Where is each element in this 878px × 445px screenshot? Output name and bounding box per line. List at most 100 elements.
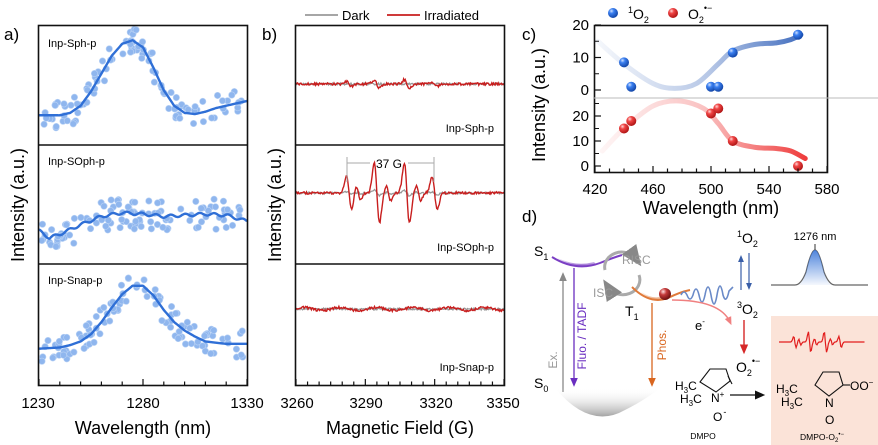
- data-point: [186, 216, 194, 224]
- x-tick-label: 1330: [230, 395, 263, 412]
- dmpo-oxygen: O-: [713, 407, 726, 424]
- data-point: [184, 106, 192, 114]
- x-axis-title: Wavelength (nm): [643, 198, 779, 218]
- fit-curve: [38, 284, 247, 350]
- legend-label-irradiated: Irradiated: [424, 8, 479, 23]
- data-point: [187, 340, 195, 348]
- data-point: [118, 216, 126, 224]
- t1-well-fill: [640, 292, 666, 301]
- irradiated-spectrum-line: [295, 160, 505, 225]
- data-point: [130, 225, 138, 233]
- y-tick-label: 10: [572, 50, 589, 67]
- peak-label-1276nm: 1276 nm: [794, 231, 837, 243]
- panel-b-frame: [294, 24, 506, 387]
- dmpo-double-bond: [727, 375, 733, 385]
- x-tick-label: 500: [698, 181, 723, 198]
- state-t1: T1: [625, 303, 639, 322]
- fit-curve: [38, 210, 248, 240]
- data-point: [619, 57, 629, 68]
- dmpo-nitrogen: N+: [711, 390, 725, 405]
- adduct-oxygen: O: [825, 413, 834, 427]
- x-tick-label: 420: [582, 181, 607, 198]
- panel-a-x-ticks: [38, 379, 248, 385]
- isc-arrow: [603, 274, 642, 302]
- data-point: [66, 231, 74, 239]
- phosphorescence-peak-fill: [798, 250, 832, 285]
- data-point: [238, 327, 246, 335]
- data-point: [172, 309, 180, 317]
- dmpo-ring: [699, 368, 731, 393]
- legend-marker-superoxide: [668, 8, 678, 18]
- data-point: [793, 29, 803, 40]
- legend-label-singlet-oxygen: 1O2: [628, 5, 649, 25]
- data-point: [177, 205, 185, 213]
- subplot-label-inp-soph-p: Inp-SOph-p: [437, 242, 494, 254]
- data-point: [236, 206, 244, 214]
- data-point: [151, 286, 159, 294]
- data-point: [116, 224, 124, 232]
- data-point: [38, 357, 46, 365]
- data-point: [619, 123, 629, 134]
- data-point: [87, 225, 95, 233]
- label-fluorescence-tadf: Fluo. / TADF: [575, 303, 589, 370]
- data-point: [190, 120, 198, 128]
- data-point: [168, 303, 176, 311]
- data-point: [198, 342, 206, 350]
- data-point: [115, 200, 123, 208]
- data-point: [147, 225, 155, 233]
- label-superoxide: O2•−: [736, 356, 760, 378]
- data-point: [208, 114, 216, 122]
- data-point: [70, 239, 78, 247]
- subplot-label-inp-soph-p: Inp-SOph-p: [48, 156, 105, 168]
- irradiated-spectrum-line: [295, 76, 505, 90]
- data-point: [706, 108, 716, 119]
- y-tick-label: 10: [572, 133, 589, 150]
- data-point: [143, 293, 151, 301]
- data-point: [124, 274, 132, 282]
- adduct-methyl-1: H3C: [776, 382, 798, 398]
- data-point: [199, 97, 207, 105]
- adduct-epr-spectrum: [779, 331, 865, 353]
- label-excitation: Ex.: [546, 351, 560, 368]
- s0-well-fill: [555, 388, 660, 417]
- data-point: [70, 348, 78, 356]
- panel-c-ticks: 420 460 500 540 580 0 10 20 0 10 20: [572, 17, 839, 198]
- data-point: [92, 313, 100, 321]
- data-point: [124, 203, 132, 211]
- data-point: [210, 195, 218, 203]
- data-point: [60, 100, 68, 108]
- data-point: [59, 351, 67, 359]
- data-point: [182, 340, 190, 348]
- data-point: [117, 281, 125, 289]
- dmpo-o2-adduct-structure: OO− H3C H3C N O DMPO-O2•−: [776, 371, 874, 444]
- data-point: [223, 206, 231, 214]
- data-point: [197, 204, 205, 212]
- data-point: [192, 197, 200, 205]
- panel-c-plots: [595, 29, 808, 171]
- data-point: [77, 214, 85, 222]
- panel-label-d: d): [522, 207, 537, 226]
- panel-c: 1O2 O2•− 420 460 500 540 580 0 10 20 0 10 20 Inten…: [529, 3, 878, 218]
- annotation-37g: 37 G: [376, 157, 402, 171]
- data-point: [793, 161, 803, 171]
- y-axis-title: Intensity (a.u.): [265, 148, 285, 262]
- dmpo-methyl-1: H3C: [675, 379, 697, 395]
- data-point: [176, 114, 184, 122]
- fit-curve: [39, 39, 248, 117]
- data-point: [167, 89, 175, 97]
- data-point: [207, 350, 215, 358]
- electron-ball-icon: [659, 288, 671, 300]
- data-point: [145, 197, 153, 205]
- data-point: [82, 322, 90, 330]
- data-point: [147, 218, 155, 226]
- dmpo-methyl-2: H3C: [680, 392, 702, 408]
- data-point: [107, 196, 115, 204]
- adduct-methyl-2: H3C: [781, 395, 803, 411]
- data-point: [138, 54, 146, 62]
- panel-c-frame: [593, 24, 829, 174]
- data-point: [55, 337, 63, 345]
- data-point: [198, 218, 206, 226]
- data-point: [706, 81, 716, 92]
- y-tick-label: 20: [572, 17, 589, 34]
- subplot-label-inp-snap-p: Inp-Snap-p: [440, 362, 494, 374]
